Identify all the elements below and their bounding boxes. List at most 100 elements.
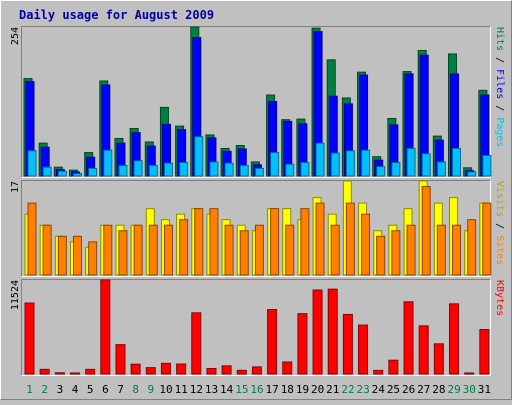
bar-sites-day-26: [406, 224, 416, 276]
bar-pages-day-11: [179, 162, 189, 177]
bar-kbytes-day-31: [479, 329, 490, 375]
panel-inset-highlight: [21, 279, 491, 376]
bar-pages-day-2: [42, 166, 52, 177]
bar-sites-day-27: [421, 186, 431, 276]
bar-pages-day-25: [391, 162, 401, 177]
x-tick-label-9: 9: [148, 383, 155, 396]
x-tick-label-15: 15: [235, 383, 248, 396]
x-tick-label-21: 21: [326, 383, 339, 396]
bar-kbytes-day-1: [24, 302, 35, 375]
x-tick-label-4: 4: [72, 383, 79, 396]
bar-kbytes-day-7: [115, 344, 126, 375]
bar-pages-day-1: [27, 150, 37, 177]
bar-sites-day-23: [361, 213, 371, 276]
side-legend-label: KBytes: [494, 280, 505, 316]
bar-kbytes-day-8: [130, 363, 141, 375]
bar-kbytes-day-21: [327, 288, 338, 375]
side-legend-label: Visits / Sites: [494, 181, 505, 265]
x-tick-label-19: 19: [296, 383, 309, 396]
bar-sites-day-10: [163, 224, 173, 276]
x-tick-label-18: 18: [281, 383, 294, 396]
bar-pages-day-14: [224, 162, 234, 177]
bar-kbytes-day-2: [39, 368, 50, 375]
bar-sites-day-16: [254, 224, 264, 276]
bar-kbytes-day-30: [464, 372, 475, 375]
bar-sites-day-20: [315, 202, 325, 276]
side-legend-label: Hits / Files / Pages: [494, 27, 505, 147]
x-tick-label-11: 11: [175, 383, 188, 396]
panel-hits-files-pages: 254 Hits / Files / Pages: [10, 26, 505, 178]
bar-sites-day-11: [179, 219, 189, 276]
x-tick-label-30: 30: [463, 383, 476, 396]
x-tick-label-26: 26: [402, 383, 415, 396]
bar-sites-day-1: [27, 202, 37, 276]
x-tick-label-13: 13: [205, 383, 218, 396]
bar-sites-day-24: [376, 235, 386, 276]
bar-sites-day-3: [57, 235, 67, 276]
bar-pages-day-18: [285, 163, 295, 177]
x-tick-label-16: 16: [250, 383, 263, 396]
bar-sites-day-7: [118, 230, 128, 276]
bar-pages-day-24: [376, 166, 386, 177]
bar-pages-day-3: [57, 170, 67, 177]
bar-kbytes-day-27: [418, 325, 429, 375]
bar-pages-day-31: [482, 154, 492, 177]
bar-pages-day-6: [103, 149, 113, 177]
bar-sites-day-12: [194, 208, 204, 276]
bar-pages-day-21: [330, 152, 340, 177]
bar-pages-day-9: [148, 164, 158, 177]
side-legend-part: KBytes: [494, 280, 505, 316]
side-legend-part: Files: [494, 69, 505, 99]
panel-inset-shadow: [21, 180, 491, 277]
x-tick-label-14: 14: [220, 383, 234, 396]
side-legend-part: Hits: [494, 27, 505, 51]
bar-kbytes-day-28: [433, 343, 444, 375]
x-tick-label-27: 27: [417, 383, 430, 396]
x-tick-label-31: 31: [478, 383, 491, 396]
panel-inset-shadow: [21, 279, 491, 376]
bar-kbytes-day-29: [449, 303, 460, 375]
panel-visits-sites: 17 Visits / Sites: [10, 180, 505, 277]
x-tick-label-2: 2: [41, 383, 48, 396]
side-legend-part: Sites: [494, 235, 505, 265]
side-legend-part: /: [494, 217, 505, 235]
bar-sites-day-25: [391, 230, 401, 276]
side-legend-part: Pages: [494, 117, 505, 147]
x-tick-label-29: 29: [447, 383, 460, 396]
x-tick-label-24: 24: [372, 383, 386, 396]
chart-panels: 254 Hits / Files / Pages 17 Visits / Sites1…: [10, 26, 505, 376]
side-legend-part: Visits: [494, 181, 505, 217]
bar-sites-day-22: [345, 202, 355, 276]
bar-sites-day-4: [72, 235, 82, 276]
side-legend-part: /: [494, 99, 505, 117]
bar-kbytes-day-5: [85, 368, 96, 375]
bar-kbytes-day-14: [221, 365, 232, 375]
bar-pages-day-29: [452, 147, 462, 177]
bar-kbytes-day-26: [403, 301, 414, 375]
bar-sites-day-15: [239, 230, 249, 276]
panel-kbytes: 11524 KBytes: [10, 279, 505, 376]
x-tick-label-17: 17: [266, 383, 279, 396]
panel-inset-shadow: [21, 26, 491, 178]
bar-kbytes-day-17: [267, 309, 278, 375]
chart-title: Daily usage for August 2009: [19, 8, 214, 22]
bar-kbytes-day-6: [100, 279, 111, 375]
bar-kbytes-day-16: [251, 366, 262, 375]
bar-sites-day-6: [103, 224, 113, 276]
bar-sites-day-13: [209, 208, 219, 276]
bar-kbytes-day-24: [373, 369, 384, 375]
bar-kbytes-day-18: [282, 361, 293, 375]
bar-kbytes-day-9: [145, 367, 156, 375]
bar-kbytes-day-22: [342, 313, 353, 375]
bar-pages-day-16: [254, 167, 264, 177]
bar-pages-day-12: [194, 136, 204, 177]
bar-pages-day-13: [209, 161, 219, 177]
y-axis-max-label: 11524: [10, 280, 21, 310]
bar-sites-day-29: [452, 224, 462, 276]
bar-kbytes-day-10: [160, 362, 171, 375]
y-axis-max-label: 254: [10, 27, 21, 45]
x-tick-label-1: 1: [26, 383, 33, 396]
bar-pages-day-4: [72, 173, 82, 177]
side-legend-part: /: [494, 51, 505, 69]
